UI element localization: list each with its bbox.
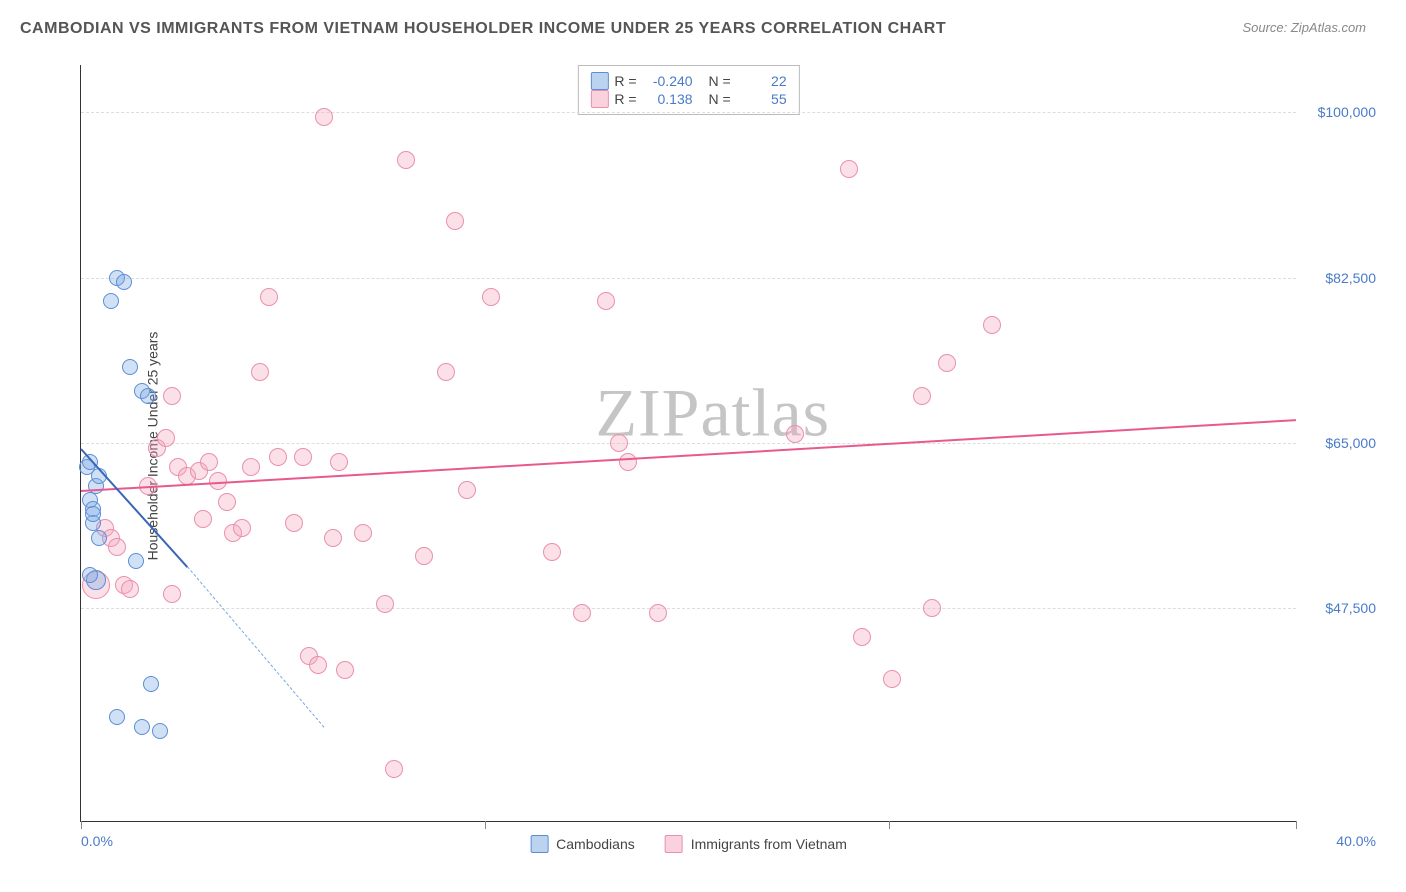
legend-row-blue: R = -0.240 N = 22 [590,72,786,90]
r-label: R = [614,73,636,89]
legend-label-cambodians: Cambodians [556,836,635,852]
x-axis-min-label: 0.0% [81,833,113,849]
legend-swatch-blue [530,835,548,853]
x-tick [485,821,486,829]
data-point [218,493,236,511]
x-tick [889,821,890,829]
x-tick [81,821,82,829]
data-point [354,524,372,542]
y-tick-label: $65,000 [1325,435,1376,451]
data-point [109,709,125,725]
r-value-pink: 0.138 [643,91,693,107]
data-point [376,595,394,613]
trend-line [81,419,1296,492]
data-point [163,585,181,603]
source-attribution: Source: ZipAtlas.com [1242,20,1366,35]
n-label: N = [708,91,730,107]
data-point [294,448,312,466]
data-point [242,458,260,476]
data-point [200,453,218,471]
x-tick [1296,821,1297,829]
gridline [81,112,1296,113]
chart-title: CAMBODIAN VS IMMIGRANTS FROM VIETNAM HOU… [20,20,1386,38]
data-point [163,387,181,405]
data-point [336,661,354,679]
data-point [140,388,156,404]
gridline [81,443,1296,444]
data-point [134,719,150,735]
legend-swatch-blue [590,72,608,90]
data-point [543,543,561,561]
data-point [938,354,956,372]
data-point [233,519,251,537]
data-point [285,514,303,532]
data-point [913,387,931,405]
data-point [597,292,615,310]
r-label: R = [614,91,636,107]
legend-item-vietnam: Immigrants from Vietnam [665,835,847,853]
data-point [143,676,159,692]
data-point [309,656,327,674]
data-point [121,580,139,598]
data-point [157,429,175,447]
x-axis-max-label: 40.0% [1336,833,1376,849]
data-point [619,453,637,471]
data-point [269,448,287,466]
data-point [482,288,500,306]
legend-row-pink: R = 0.138 N = 55 [590,90,786,108]
data-point [324,529,342,547]
legend-item-cambodians: Cambodians [530,835,635,853]
data-point [108,538,126,556]
gridline [81,608,1296,609]
data-point [610,434,628,452]
data-point [315,108,333,126]
watermark-atlas: atlas [700,374,830,450]
n-label: N = [708,73,730,89]
series-legend: Cambodians Immigrants from Vietnam [530,835,847,853]
data-point [446,212,464,230]
data-point [82,567,98,583]
data-point [103,293,119,309]
data-point [883,670,901,688]
plot-area: ZIPatlas R = -0.240 N = 22 R = 0.138 N =… [80,65,1296,822]
data-point [152,723,168,739]
data-point [786,425,804,443]
gridline [81,278,1296,279]
data-point [251,363,269,381]
data-point [649,604,667,622]
chart-container: CAMBODIAN VS IMMIGRANTS FROM VIETNAM HOU… [20,20,1386,872]
data-point [85,506,101,522]
y-tick-label: $82,500 [1325,270,1376,286]
legend-swatch-pink [665,835,683,853]
legend-label-vietnam: Immigrants from Vietnam [691,836,847,852]
data-point [415,547,433,565]
data-point [397,151,415,169]
data-point [194,510,212,528]
correlation-legend: R = -0.240 N = 22 R = 0.138 N = 55 [577,65,799,115]
n-value-blue: 22 [737,73,787,89]
data-point [458,481,476,499]
r-value-blue: -0.240 [643,73,693,89]
data-point [330,453,348,471]
data-point [573,604,591,622]
data-point [983,316,1001,334]
data-point [853,628,871,646]
data-point [260,288,278,306]
data-point [128,553,144,569]
data-point [116,274,132,290]
n-value-pink: 55 [737,91,787,107]
data-point [385,760,403,778]
data-point [840,160,858,178]
y-tick-label: $47,500 [1325,600,1376,616]
legend-swatch-pink [590,90,608,108]
y-tick-label: $100,000 [1318,104,1376,120]
data-point [923,599,941,617]
data-point [122,359,138,375]
data-point [91,530,107,546]
data-point [437,363,455,381]
